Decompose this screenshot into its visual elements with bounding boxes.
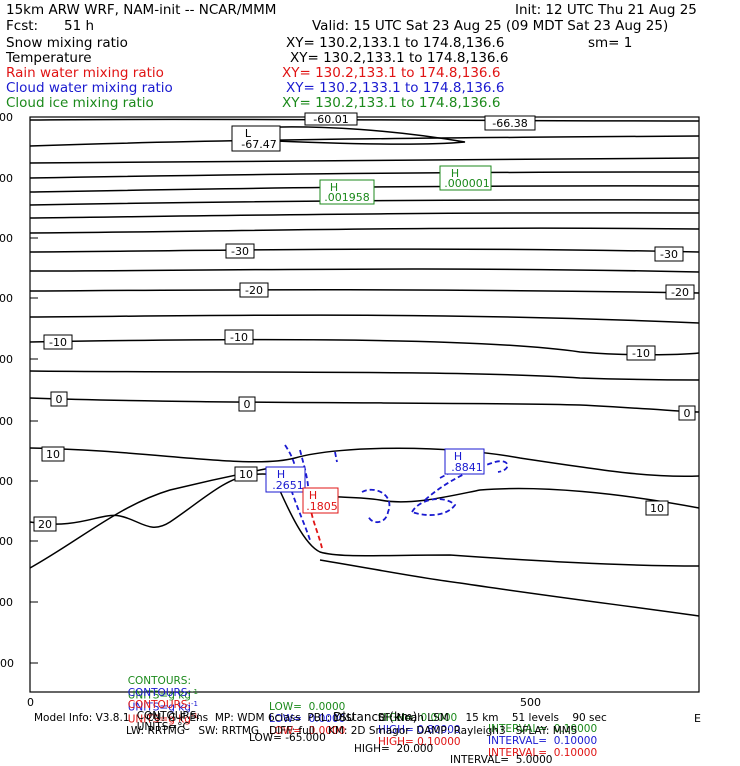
model-info-line1: Model Info: V3.8.1 CU: G-F Ens MP: WDM 6… <box>34 712 607 724</box>
field-xy-temperature: XY= 130.2,133.1 to 174.8,136.6 <box>290 50 509 66</box>
fcst-label: Fcst: <box>6 18 39 34</box>
temperature-label: -10 <box>632 347 650 360</box>
y-tick-label: 200 <box>0 172 13 185</box>
field-xy-rain: XY= 130.2,133.1 to 174.8,136.6 <box>282 65 501 81</box>
field-name-rain: Rain water mixing ratio <box>6 65 164 81</box>
field-name-snow: Snow mixing ratio <box>6 35 128 51</box>
contour-info-label: CONTOURS: <box>127 699 192 711</box>
extremum-kind: H <box>277 468 285 481</box>
temperature-label: -30 <box>660 248 678 261</box>
y-tick-label: 900 <box>0 596 13 609</box>
field-name-cloud-water: Cloud water mixing ratio <box>6 80 173 96</box>
extremum-value: -67.47 <box>241 138 276 151</box>
temperature-label: 20 <box>38 518 52 531</box>
y-tick-label: 600 <box>0 415 13 428</box>
temperature-label: -60.01 <box>313 113 348 126</box>
cross-section-plot: 100 200 300 400 500 600 700 800 900 1000… <box>0 111 701 725</box>
contour-info-units: UNITS=g kg <box>127 713 191 726</box>
contour-info-label: CONTOURS: <box>136 710 201 722</box>
contour-info-interval: INTERVAL= 0.10000 <box>488 722 598 735</box>
model-info-line2: LW: RRTMG SW: RRTMG DIFF: full KM: 2D Sm… <box>126 725 578 737</box>
y-tick-label: 300 <box>0 232 13 245</box>
contour-info-unit-exp: -1 <box>190 700 198 708</box>
contour-info-units: UNITS=g kg <box>127 689 191 702</box>
field-name-temperature: Temperature <box>6 50 92 66</box>
temperature-label: 0 <box>684 407 691 420</box>
contour-info-high: HIGH= 20.000 <box>354 743 434 755</box>
temperature-label: -20 <box>671 286 689 299</box>
temperature-label: 10 <box>650 502 664 515</box>
init-time: Init: 12 UTC Thu 21 Aug 25 <box>515 2 697 18</box>
extremum-kind: H <box>451 167 459 180</box>
y-tick-label: 400 <box>0 292 13 305</box>
temperature-label: 0 <box>244 398 251 411</box>
temperature-label: -10 <box>230 331 248 344</box>
contour-info-interval: INTERVAL= 0.10000 <box>488 734 598 747</box>
temperature-label: -66.38 <box>492 117 527 130</box>
contour-info-cloud-ice: CONTOURS: UNITS=g kg-1 LOW= 0.0000 HIGH=… <box>121 665 597 735</box>
extremum-value: .1805 <box>306 500 338 513</box>
contour-info-units: UNITS=g kg <box>127 701 191 714</box>
field-xy-cloud-water: XY= 130.2,133.1 to 174.8,136.6 <box>286 80 505 96</box>
x-axis-end-label: E <box>694 712 701 725</box>
smoothing-value: sm= 1 <box>588 35 633 51</box>
x-tick-label: 0 <box>27 696 34 709</box>
contour-info-low: LOW= 0.0000 <box>269 712 346 725</box>
temperature-label: 0 <box>56 393 63 406</box>
extremum-kind: H <box>454 450 462 463</box>
field-name-cloud-ice: Cloud ice mixing ratio <box>6 95 154 111</box>
y-tick-label: 500 <box>0 353 13 366</box>
contour-info-low: LOW= 0.0000 <box>269 724 346 737</box>
contour-info-unit-exp: -1 <box>190 712 198 720</box>
extremum-value: .000001 <box>444 177 490 190</box>
y-tick-label: 1000 <box>0 657 14 670</box>
contour-info-interval: INTERVAL= 5.0000 <box>450 754 553 766</box>
contour-info-high: HIGH= 0.0000 <box>378 711 458 724</box>
contour-info-label: CONTOURS: <box>127 675 192 687</box>
contour-info-units: UNITS=°C <box>136 721 190 733</box>
temperature-label: -30 <box>231 245 249 258</box>
plot-frame <box>29 116 700 693</box>
contour-info-low: LOW= 0.0000 <box>269 700 346 713</box>
temperature-label: -20 <box>245 284 263 297</box>
extremum-value: .2651 <box>272 479 304 492</box>
valid-time: Valid: 15 UTC Sat 23 Aug 25 (09 MDT Sat … <box>312 18 669 34</box>
contour-info-high: HIGH= 0.80000 <box>378 723 461 736</box>
contour-info-low: LOW= -65.000 <box>249 732 326 744</box>
y-tick-label: 800 <box>0 535 13 548</box>
contour-info-unit-exp: -1 <box>190 688 198 696</box>
temperature-label: 10 <box>46 448 60 461</box>
x-tick-label: 500 <box>520 696 541 709</box>
field-xy-snow: XY= 130.2,133.1 to 174.8,136.6 <box>286 35 505 51</box>
y-tick-label: 100 <box>0 111 13 124</box>
extremum-kind: H <box>309 489 317 502</box>
field-xy-cloud-ice: XY= 130.2,133.1 to 174.8,136.6 <box>282 95 501 111</box>
x-axis-title: Distance (km) <box>333 710 418 724</box>
model-title: 15km ARW WRF, NAM-init -- NCAR/MMM <box>6 2 277 18</box>
extremum-kind: L <box>245 127 252 140</box>
y-tick-label: 700 <box>0 475 13 488</box>
extremum-value: .001958 <box>324 191 370 204</box>
temperature-label: 10 <box>239 468 253 481</box>
extremum-value: .8841 <box>451 461 483 474</box>
contour-info-label: CONTOURS: <box>127 687 192 699</box>
extremum-kind: H <box>330 181 338 194</box>
fcst-value: 51 h <box>64 18 95 34</box>
temperature-label: -10 <box>49 336 67 349</box>
